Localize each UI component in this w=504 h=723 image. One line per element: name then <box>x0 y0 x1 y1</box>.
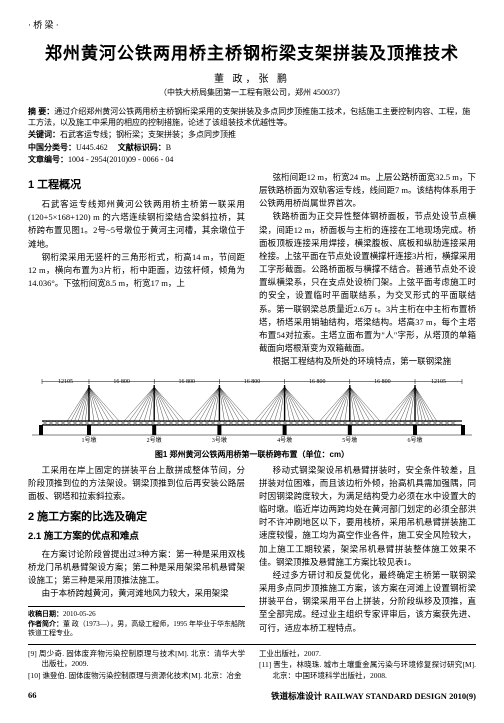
figure-caption: 图1 郑州黄河公铁两用桥第一联桥跨布置（单位：cm） <box>28 449 476 460</box>
page-number: 66 <box>28 690 37 702</box>
right-column-lower: 移动式钢梁架设吊机悬臂拼装时，安全条件较差，且拼装对位困难，而且该边桁外倾，抬高… <box>259 464 476 638</box>
two-column-body: 1 工程概况 石武客运专线郑州黄河公铁两用桥主桥第一联采用(120+5×168+… <box>28 171 476 369</box>
section-1-heading: 1 工程概况 <box>28 177 245 194</box>
doccode-value: B <box>166 143 171 152</box>
body-paragraph: 石武客运专线郑州黄河公铁两用桥主桥第一联采用(120+5×168+120) m … <box>28 198 245 251</box>
two-column-body-lower: 工采用在岸上固定的拼装平台上散拼成整体节间，分阶段顶推到位的方法架设。钢梁顶推到… <box>28 464 476 638</box>
right-column: 弦桁间距12 m，桁宽24 m。上层公路桥面宽32.5 m，下层铁路桥面为双轨客… <box>259 171 476 369</box>
abstract-block: 摘 要：通过介绍郑州黄河公铁两用桥主桥钢桁梁采用的支架拼装及多点同步顶推施工技术… <box>28 106 476 165</box>
reference-item: 工业出版社，2007. <box>259 649 476 660</box>
articleid-value: 1004 - 2954(2010)09 - 0066 - 04 <box>68 155 173 164</box>
body-paragraph: 根据工程结构及所处的环境特点，第一联钢梁施 <box>259 355 476 368</box>
svg-text:2号墩: 2号墩 <box>147 436 162 444</box>
svg-text:16 800: 16 800 <box>309 379 326 385</box>
footnote-author-label: 作者简介： <box>28 620 63 628</box>
page-footer: 66 铁道标准设计 RAILWAY STANDARD DESIGN 2010(9… <box>28 690 476 702</box>
svg-text:4号墩: 4号墩 <box>277 436 292 444</box>
reference-item: [11] 晋生，林晓珠. 城市土壤重金属污染与环境修复探讨研究[M]. 北京：中… <box>259 660 476 681</box>
svg-text:3号墩: 3号墩 <box>212 436 227 444</box>
svg-text:1号墩: 1号墩 <box>81 436 96 444</box>
footnote-block: 收稿日期：2010-05-26 作者简介：董 政（1973—），男，高级工程师，… <box>28 606 245 637</box>
left-column: 1 工程概况 石武客运专线郑州黄河公铁两用桥主桥第一联采用(120+5×168+… <box>28 171 245 369</box>
authors: 董 政，张 鹏 <box>28 70 476 85</box>
body-paragraph: 工采用在岸上固定的拼装平台上散拼成整体节间，分阶段顶推到位的方法架设。钢梁顶推到… <box>28 464 245 504</box>
body-paragraph: 铁路桥面为正交异性整体钢桥面板，节点处设节点横梁，间距12 m，桥面板与主桁的连… <box>259 210 476 355</box>
svg-text:6号墩: 6号墩 <box>408 436 423 444</box>
svg-text:16 800: 16 800 <box>113 379 130 385</box>
svg-text:16 800: 16 800 <box>179 379 196 385</box>
reference-separator <box>28 644 476 645</box>
svg-text:12105: 12105 <box>58 379 73 385</box>
svg-text:12105: 12105 <box>431 379 446 385</box>
section-label: · 桥 梁 · <box>28 18 476 31</box>
doccode-label: 文献标识码： <box>118 143 166 152</box>
body-paragraph: 由于本桥跨越黄河，黄河滩地风力较大，采用架梁 <box>28 587 245 600</box>
left-column-lower: 工采用在岸上固定的拼装平台上散拼成整体节间，分阶段顶推到位的方法架设。钢梁顶推到… <box>28 464 245 638</box>
figure-1: 12105 16 800 16 800 16 800 16 800 16 800 12105… <box>28 375 476 460</box>
svg-text:5号墩: 5号墩 <box>342 436 357 444</box>
footnote-date: 2010-05-26 <box>63 610 96 618</box>
refs-left: [9] 周少奇. 固体废弃物污染控制原理与技术[M]. 北京：清华大学出版社，2… <box>28 649 245 683</box>
abstract-label: 摘 要： <box>28 107 54 116</box>
keywords-text: 石武客运专线；钢桁梁；支架拼装；多点同步顶推 <box>60 130 236 139</box>
svg-text:16 800: 16 800 <box>244 379 261 385</box>
clc-label: 中国分类号： <box>28 143 76 152</box>
body-paragraph: 移动式钢梁架设吊机悬臂拼装时，安全条件较差，且拼装对位困难，而且该边桁外倾，抬高… <box>259 464 476 569</box>
refs-columns: [9] 周少奇. 固体废弃物污染控制原理与技术[M]. 北京：清华大学出版社，2… <box>28 649 476 683</box>
keywords-label: 关键词： <box>28 130 60 139</box>
footnote-date-label: 收稿日期： <box>28 610 63 618</box>
reference-item: [9] 周少奇. 固体废弃物污染控制原理与技术[M]. 北京：清华大学出版社，2… <box>28 649 245 670</box>
body-paragraph: 弦桁间距12 m，桁宽24 m。上层公路桥面宽32.5 m，下层铁路桥面为双轨客… <box>259 171 476 211</box>
clc-value: U445.462 <box>76 143 108 152</box>
body-paragraph: 钢桁梁采用无竖杆的三角形桁式，桁高14 m，节间距12 m，横向布置为3片桁，桁… <box>28 251 245 291</box>
svg-text:16 800: 16 800 <box>374 379 391 385</box>
journal-footer: 铁道标准设计 RAILWAY STANDARD DESIGN 2010(9) <box>271 690 476 702</box>
article-title: 郑州黄河公铁两用桥主桥钢桁梁支架拼装及顶推技术 <box>28 39 476 64</box>
bridge-diagram: 12105 16 800 16 800 16 800 16 800 16 800 12105… <box>32 375 472 445</box>
section-2-1-heading: 2.1 施工方案的优点和难点 <box>28 530 245 545</box>
affiliation: （中铁大桥局集团第一工程有限公司，郑州 450037） <box>28 87 476 98</box>
abstract-text: 通过介绍郑州黄河公铁两用桥主桥钢桁梁采用的支架拼装及多点同步顶推施工技术，包括施… <box>28 107 470 127</box>
body-paragraph: 在方案讨论阶段曾提出过3种方案：第一种是采用双栈桥龙门吊机悬臂架设方案；第二种是… <box>28 548 245 588</box>
refs-right: 工业出版社，2007.[11] 晋生，林晓珠. 城市土壤重金属污染与环境修复探讨… <box>259 649 476 683</box>
articleid-label: 文章编号： <box>28 155 68 164</box>
page: · 桥 梁 · 郑州黄河公铁两用桥主桥钢桁梁支架拼装及顶推技术 董 政，张 鹏 … <box>0 0 504 714</box>
section-2-heading: 2 施工方案的比选及确定 <box>28 509 245 526</box>
reference-item: [10] 谯登伯. 固体废物污染控制原理与资源化技术[M]. 北京：冶金 <box>28 671 245 682</box>
body-paragraph: 经过多方研讨和反复优化，最终确定主桥第一联钢梁采用多点同步顶推施工方案，该方案在… <box>259 569 476 635</box>
